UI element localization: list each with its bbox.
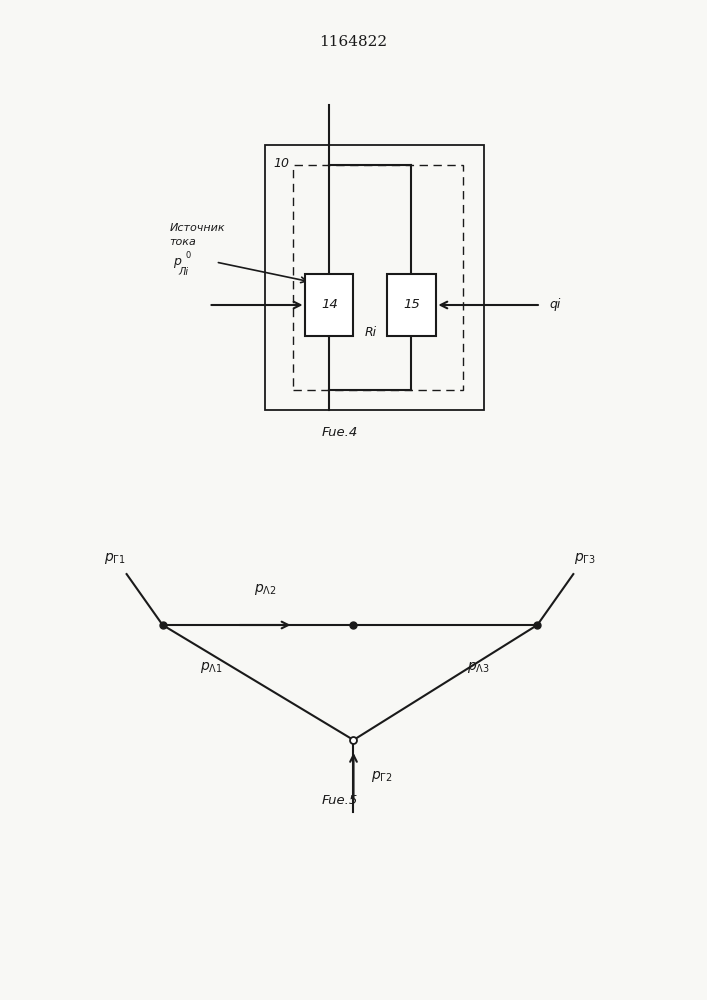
Text: Fue.5: Fue.5 bbox=[321, 794, 358, 806]
Text: $p_{\Lambda 2}$: $p_{\Lambda 2}$ bbox=[254, 582, 276, 597]
Bar bbox=[293, 165, 463, 390]
Bar bbox=[387, 274, 436, 336]
Text: $p_{\Lambda 1}$: $p_{\Lambda 1}$ bbox=[200, 660, 223, 675]
Text: qi: qi bbox=[549, 298, 561, 311]
Text: p: p bbox=[173, 255, 181, 268]
Bar bbox=[305, 274, 354, 336]
Text: $p_{\Gamma 1}$: $p_{\Gamma 1}$ bbox=[105, 551, 126, 566]
Text: 1164822: 1164822 bbox=[320, 35, 387, 49]
Bar bbox=[265, 145, 484, 410]
Text: тока: тока bbox=[170, 237, 197, 247]
Text: $p_{\Gamma 2}$: $p_{\Gamma 2}$ bbox=[371, 768, 392, 784]
Text: $p_{\Gamma 3}$: $p_{\Gamma 3}$ bbox=[574, 551, 595, 566]
Text: 10: 10 bbox=[274, 157, 290, 170]
Text: 0: 0 bbox=[185, 251, 190, 260]
Text: Fue.4: Fue.4 bbox=[321, 426, 358, 438]
Text: 15: 15 bbox=[403, 298, 420, 311]
Text: Источник: Источник bbox=[170, 223, 226, 233]
Text: Ri: Ri bbox=[364, 326, 377, 340]
Text: Лi: Лi bbox=[178, 267, 188, 277]
Text: 14: 14 bbox=[321, 298, 338, 311]
Text: $p_{\Lambda 3}$: $p_{\Lambda 3}$ bbox=[467, 660, 489, 675]
